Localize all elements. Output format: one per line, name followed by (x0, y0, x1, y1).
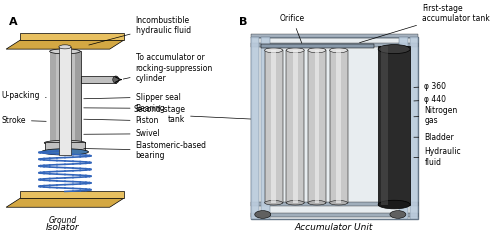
Polygon shape (20, 191, 124, 198)
Text: Orifice: Orifice (280, 14, 305, 43)
Text: Isolator: Isolator (46, 223, 80, 232)
Bar (262, 44, 374, 48)
Ellipse shape (264, 48, 282, 53)
Bar (251, 37, 260, 218)
Bar (286, 50, 304, 203)
Bar (80, 76, 116, 83)
Ellipse shape (308, 200, 326, 205)
Text: U-packing: U-packing (2, 91, 46, 100)
Bar (251, 213, 418, 217)
Text: Bladder: Bladder (414, 133, 454, 142)
Bar (330, 50, 347, 203)
Bar (293, 50, 298, 203)
Polygon shape (6, 198, 124, 207)
Text: Second-stage
tank: Second-stage tank (133, 105, 250, 124)
Bar (44, 142, 85, 150)
Circle shape (390, 211, 406, 218)
Text: Stroke: Stroke (2, 116, 46, 125)
Text: Nitrogen
gas: Nitrogen gas (414, 106, 458, 125)
Ellipse shape (308, 48, 326, 53)
Bar (400, 37, 408, 218)
Bar (264, 50, 282, 203)
Text: Incombustible
hydraulic fluid: Incombustible hydraulic fluid (89, 16, 190, 45)
Ellipse shape (50, 49, 80, 54)
Bar (336, 50, 341, 203)
Text: Ground: Ground (48, 216, 76, 225)
Ellipse shape (330, 48, 347, 53)
Text: Bearing: Bearing (84, 104, 166, 113)
Ellipse shape (42, 149, 88, 155)
Text: Accumulator Unit: Accumulator Unit (294, 223, 372, 232)
Bar (410, 37, 418, 218)
Text: φ 440: φ 440 (414, 95, 446, 104)
Bar (59, 47, 71, 155)
Bar (251, 34, 418, 38)
Ellipse shape (59, 45, 71, 49)
Text: Elastomeric-based
bearing: Elastomeric-based bearing (84, 141, 206, 160)
Text: φ 360: φ 360 (414, 82, 446, 91)
Ellipse shape (286, 200, 304, 205)
Polygon shape (6, 40, 124, 49)
Ellipse shape (264, 200, 282, 205)
Bar (251, 43, 418, 47)
Bar (308, 50, 326, 203)
Bar (314, 50, 320, 203)
Bar (381, 46, 388, 205)
Bar (251, 202, 418, 206)
Bar (271, 50, 276, 203)
Ellipse shape (378, 200, 410, 209)
Polygon shape (20, 33, 124, 40)
Circle shape (255, 211, 271, 218)
Ellipse shape (378, 45, 410, 54)
Bar (251, 37, 418, 218)
Bar (378, 46, 410, 205)
Text: Swivel: Swivel (84, 129, 160, 138)
Text: A: A (8, 17, 17, 27)
Bar (50, 51, 80, 151)
Text: To accumulator or
rocking-suppression
cylinder: To accumulator or rocking-suppression cy… (124, 53, 213, 83)
Ellipse shape (44, 140, 86, 145)
Bar (75, 51, 80, 151)
Ellipse shape (286, 48, 304, 53)
Text: Hydraulic
fluid: Hydraulic fluid (414, 147, 461, 167)
Text: Slipper seal: Slipper seal (84, 93, 180, 101)
Ellipse shape (113, 76, 119, 83)
Ellipse shape (330, 200, 347, 205)
Bar (262, 37, 270, 218)
Text: Piston: Piston (84, 116, 159, 125)
Bar (50, 51, 56, 151)
Text: B: B (239, 17, 248, 27)
Text: First-stage
accumulator tank: First-stage accumulator tank (360, 4, 490, 43)
